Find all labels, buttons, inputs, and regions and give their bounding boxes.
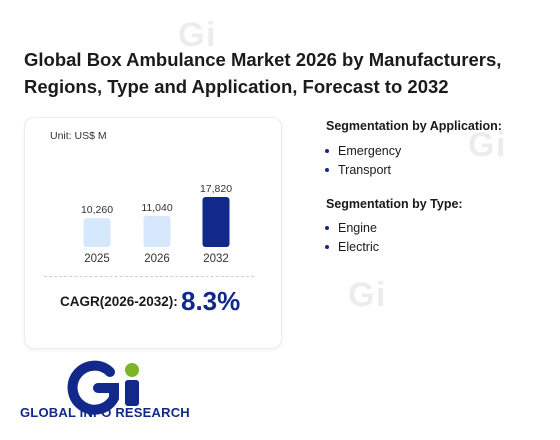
list-item-label: Transport: [338, 163, 391, 177]
bullet-icon: [325, 226, 329, 230]
list-item: Engine: [322, 219, 379, 238]
divider: [44, 276, 254, 277]
logo-text: GLOBAL INFO RESEARCH: [20, 405, 190, 420]
segmentation-type-heading: Segmentation by Type:: [326, 197, 463, 211]
list-item-label: Engine: [338, 221, 377, 235]
list-item-label: Emergency: [338, 144, 401, 158]
segmentation-application-list: Emergency Transport: [322, 142, 401, 180]
svg-text:G: G: [348, 276, 374, 314]
list-item: Transport: [322, 161, 401, 180]
segmentation-application-heading: Segmentation by Application:: [326, 119, 502, 133]
cagr-value: 8.3%: [181, 286, 240, 317]
bar-chart: 10,260 2025 11,040 2026 17,820 2032: [24, 117, 280, 277]
svg-text:i: i: [376, 276, 385, 314]
x-tick-label-2032: 2032: [203, 253, 229, 265]
segmentation-type-list: Engine Electric: [322, 219, 379, 257]
x-tick-label-2026: 2026: [144, 253, 170, 265]
bar-2026: [144, 216, 171, 247]
bullet-icon: [325, 149, 329, 153]
watermark-mid: G i: [320, 270, 430, 330]
page-title: Global Box Ambulance Market 2026 by Manu…: [24, 46, 544, 100]
bullet-icon: [325, 168, 329, 172]
bar-2025: [84, 218, 111, 247]
list-item: Emergency: [322, 142, 401, 161]
bar-2032: [203, 197, 230, 247]
x-tick-label-2025: 2025: [84, 253, 110, 265]
data-label-2025: 10,260: [81, 204, 113, 216]
list-item: Electric: [322, 238, 379, 257]
data-label-2026: 11,040: [141, 202, 172, 214]
cagr-label: CAGR(2026-2032):: [60, 294, 178, 309]
data-label-2032: 17,820: [200, 183, 232, 195]
bullet-icon: [325, 245, 329, 249]
list-item-label: Electric: [338, 240, 379, 254]
